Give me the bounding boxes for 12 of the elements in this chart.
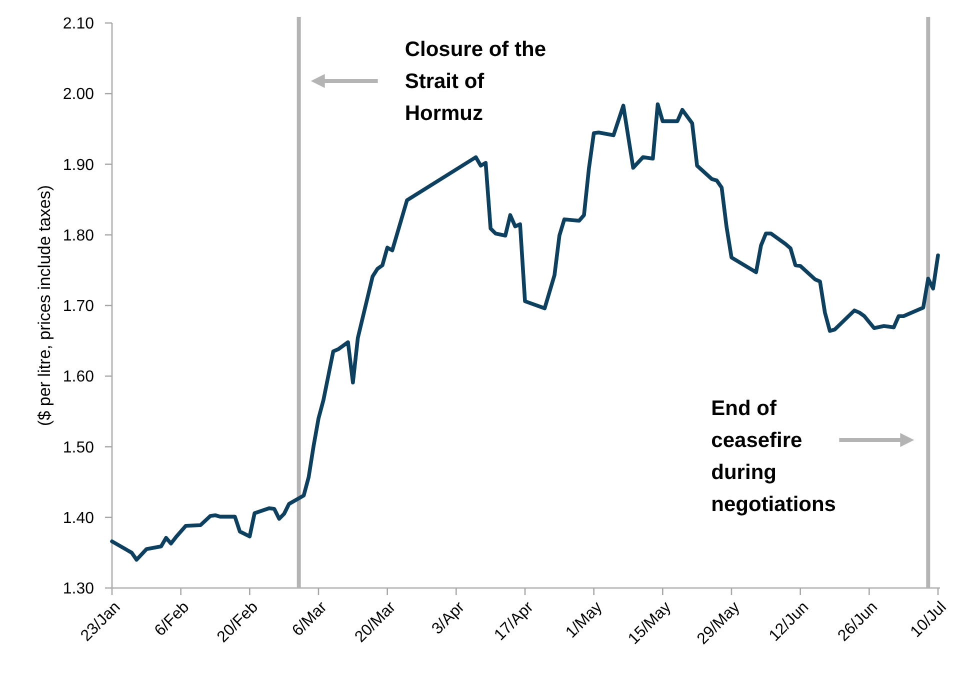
y-tick-label: 2.10 (62, 16, 94, 33)
annotation: End of ceasefire during negotiations (711, 397, 836, 516)
annotation: Closure of the Strait of Hormuz (404, 38, 546, 125)
y-tick-label: 2.00 (62, 86, 94, 104)
y-tick-label: 1.60 (62, 368, 94, 386)
y-tick-label: 1.90 (62, 156, 94, 174)
y-tick-label: 1.40 (62, 510, 94, 527)
y-tick-label: 1.30 (62, 580, 94, 598)
y-tick-label: 1.80 (62, 227, 94, 244)
y-tick-label: 1.50 (62, 439, 94, 456)
y-axis-title: ($ per litre, prices include taxes) (34, 185, 54, 426)
y-tick-label: 1.70 (62, 298, 94, 316)
